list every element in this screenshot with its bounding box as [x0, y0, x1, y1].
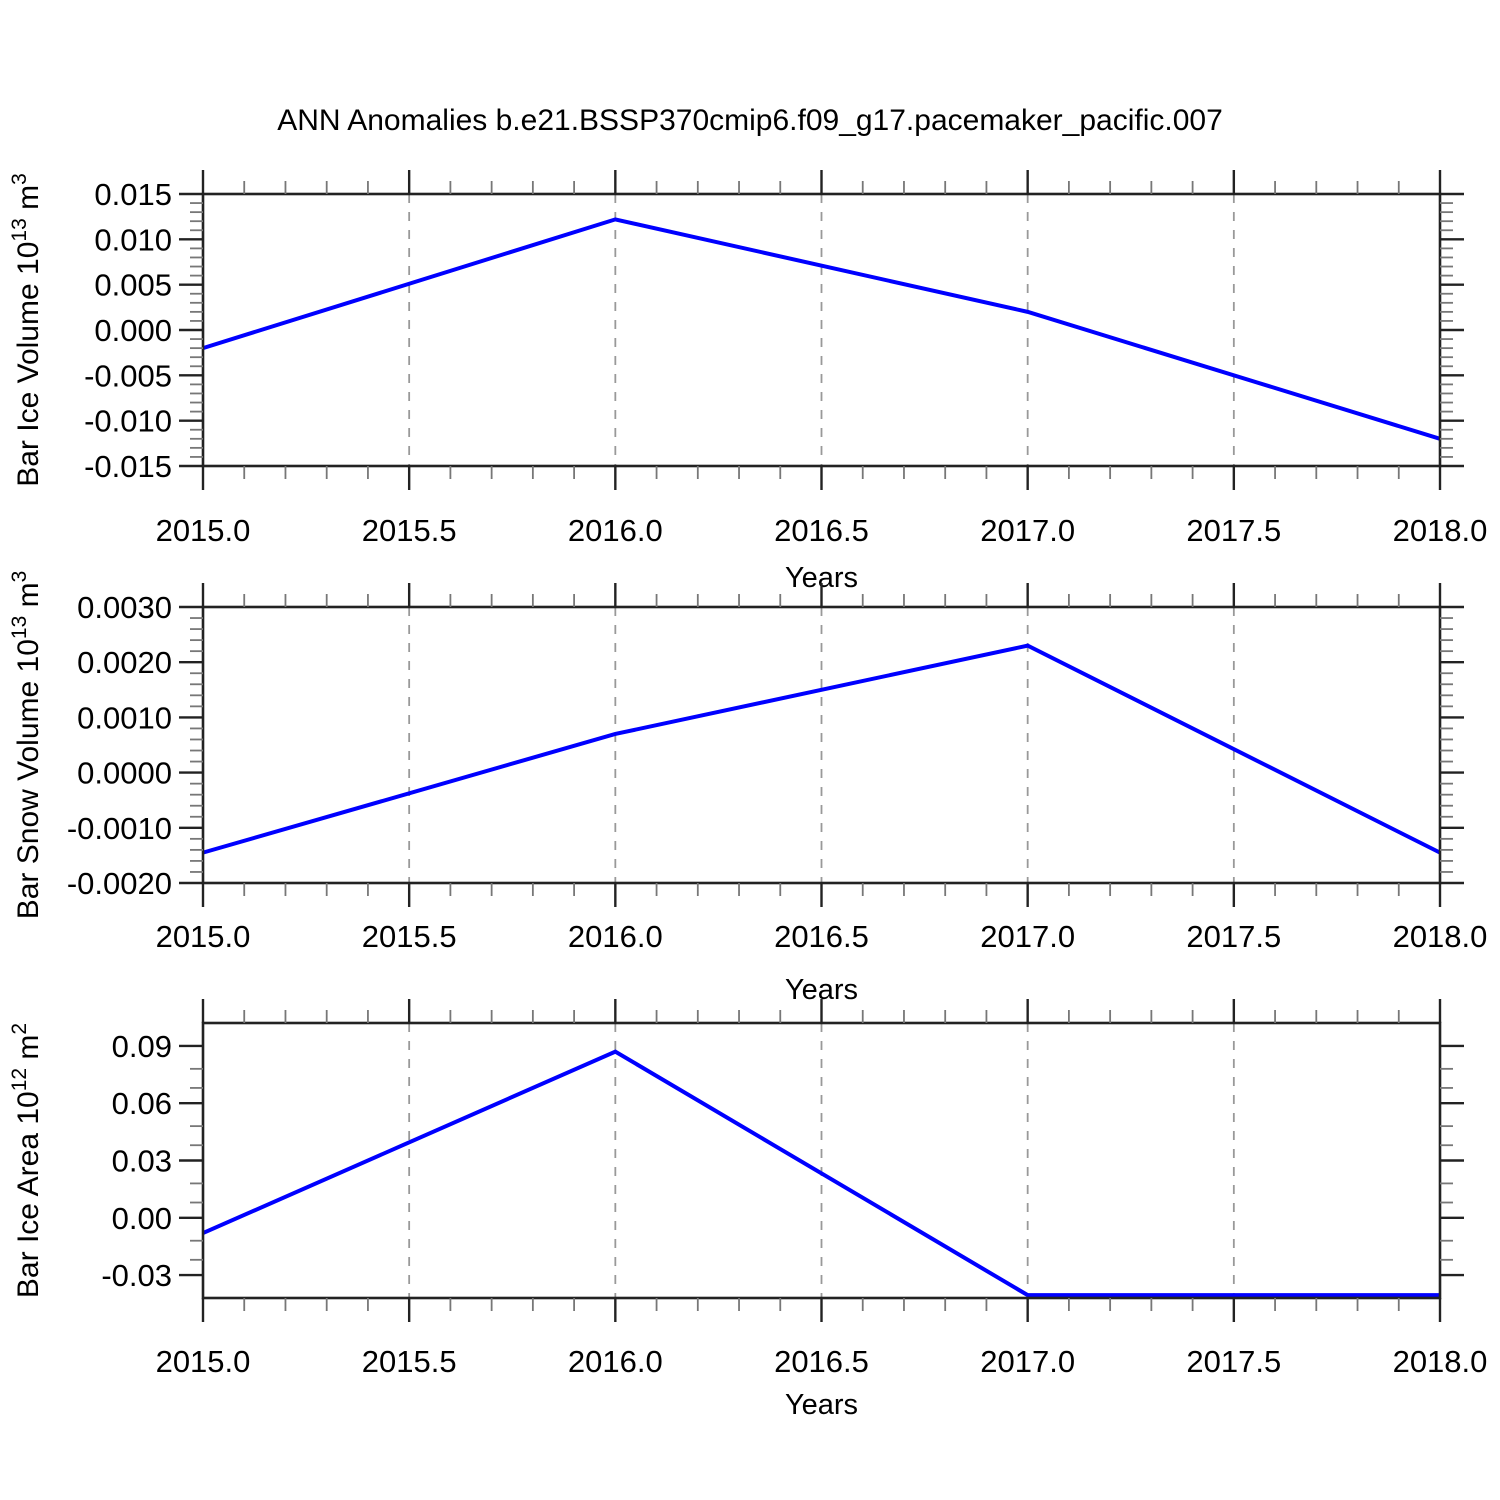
- x-tick-label: 2017.5: [1186, 1344, 1281, 1379]
- x-tick-label: 2016.5: [774, 513, 869, 548]
- y-tick-label: 0.010: [94, 222, 172, 257]
- panel-ice-area: 0.09 0.06 0.03 0.00 -0.03 2015.0 2015.5 2016.0 2…: [8, 999, 1487, 1421]
- x-tick-label: 2018.0: [1393, 513, 1488, 548]
- x-tick-label: 2016.5: [774, 1344, 869, 1379]
- x-tick-label: 2018.0: [1393, 1344, 1488, 1379]
- data-line-ice-area: [202, 1049, 1440, 1298]
- figure-title: ANN Anomalies b.e21.BSSP370cmip6.f09_g17…: [277, 104, 1223, 137]
- y-tick-label: 0.06: [112, 1086, 172, 1121]
- y-tick-label: 0.00: [112, 1201, 172, 1236]
- y-tick-label: -0.010: [84, 404, 172, 439]
- x-tick-label: 2015.0: [156, 1344, 251, 1379]
- y-tick-label: 0.09: [112, 1029, 172, 1064]
- panel-ice-volume: 0.015 0.010 0.005 0.000 -0.005 -0.010 -0.015 20…: [8, 170, 1487, 594]
- x-tick-label: 2016.0: [568, 1344, 663, 1379]
- x-tick-label: 2016.0: [568, 513, 663, 548]
- x-tick-label: 2016.5: [774, 919, 869, 954]
- y-tick-label: -0.03: [101, 1258, 172, 1293]
- x-tick-label: 2018.0: [1393, 919, 1488, 954]
- y-tick-label: 0.0010: [77, 700, 172, 735]
- data-line-ice-volume: [202, 217, 1441, 441]
- y-axis-title: Bar Ice Area 1012​ m2​: [8, 1023, 45, 1298]
- x-tick-label: 2017.0: [980, 919, 1075, 954]
- y-axis-title: Bar Ice Volume 1013​ m3​: [8, 173, 45, 487]
- x-tick-label: 2016.0: [568, 919, 663, 954]
- y-tick-label: -0.015: [84, 449, 172, 484]
- x-tick-label: 2015.5: [362, 513, 457, 548]
- x-axis-title: Years: [785, 1389, 858, 1421]
- panel-snow-volume: 0.0030 0.0020 0.0010 0.0000 -0.0010 -0.0020 20…: [8, 571, 1487, 1006]
- x-tick-label: 2015.0: [156, 919, 251, 954]
- x-tick-label: 2017.5: [1186, 919, 1281, 954]
- y-axis-title: Bar Snow Volume 1013​ m3​: [8, 571, 45, 920]
- y-tick-label: 0.005: [94, 268, 172, 303]
- x-tick-label: 2015.5: [362, 1344, 457, 1379]
- x-tick-label: 2015.0: [156, 513, 251, 548]
- x-tick-label: 2017.0: [980, 1344, 1075, 1379]
- x-tick-label: 2017.0: [980, 513, 1075, 548]
- y-tick-label: 0.0020: [77, 645, 172, 680]
- y-tick-label: -0.0020: [67, 866, 172, 901]
- y-tick-label: 0.015: [94, 177, 172, 212]
- y-tick-label: -0.0010: [67, 811, 172, 846]
- data-line-snow-volume: [202, 643, 1441, 855]
- x-tick-label: 2017.5: [1186, 513, 1281, 548]
- y-tick-label: 0.0030: [77, 590, 172, 625]
- y-tick-label: 0.000: [94, 313, 172, 348]
- y-tick-label: 0.0000: [77, 756, 172, 791]
- x-tick-label: 2015.5: [362, 919, 457, 954]
- y-tick-label: -0.005: [84, 358, 172, 393]
- y-tick-label: 0.03: [112, 1144, 172, 1179]
